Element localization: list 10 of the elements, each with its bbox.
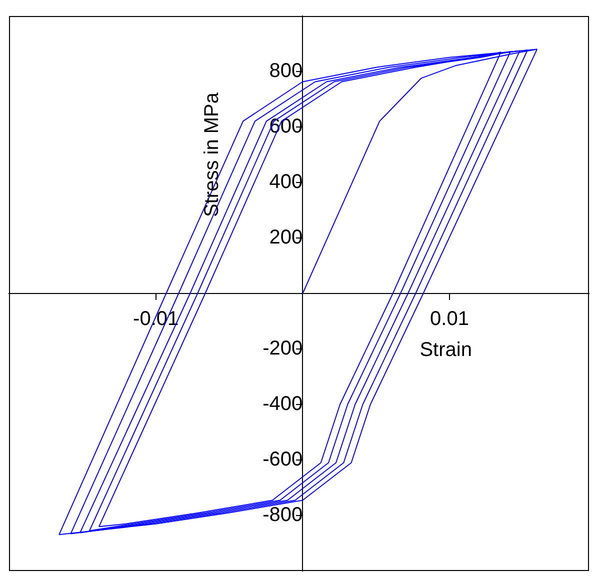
y-tick-label: 800 xyxy=(269,60,303,82)
y-tick-label: 200 xyxy=(269,226,303,249)
y-axis-title: Stress in MPa xyxy=(201,92,224,217)
y-tick-label: -600 xyxy=(262,448,303,471)
y-tick-label: 400 xyxy=(269,171,303,194)
x-tick-label: 0.01 xyxy=(430,308,469,330)
y-tick-label: -400 xyxy=(262,393,303,416)
y-tick-label: -800 xyxy=(262,504,303,526)
x-axis-title: Strain xyxy=(420,339,472,362)
y-tick-label: -200 xyxy=(262,338,303,360)
